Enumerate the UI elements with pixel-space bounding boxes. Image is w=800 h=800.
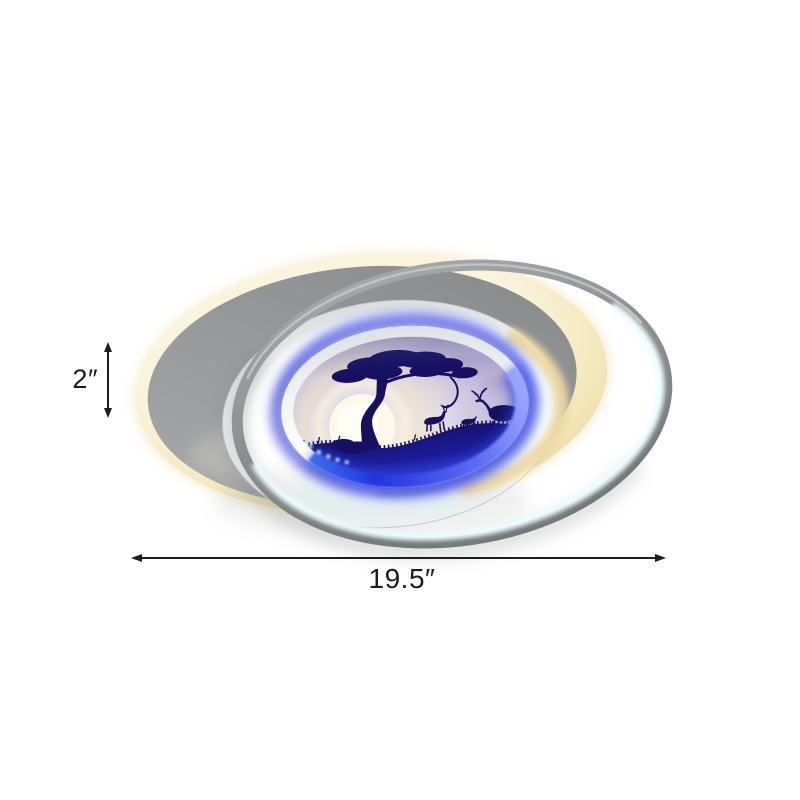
outer-ring <box>227 259 673 558</box>
width-arrowhead-left <box>131 554 142 562</box>
warm-crescent <box>281 307 569 501</box>
outer-ring-inner-glow <box>239 267 665 541</box>
height-dimension-arrow <box>104 342 112 418</box>
width-arrowhead-right <box>655 554 666 562</box>
height-arrowhead-top <box>104 342 112 352</box>
width-dimension-label: 19.5″ <box>368 563 436 594</box>
led-dots <box>308 444 349 465</box>
deer-fawn <box>461 416 478 430</box>
deer-medium <box>424 404 450 432</box>
outer-ring-highlight <box>235 263 668 543</box>
deer-silhouettes <box>424 387 521 432</box>
height-dimension-label: 2″ <box>72 364 98 394</box>
scene-disc <box>271 310 539 499</box>
blue-led-band <box>281 326 529 488</box>
height-arrowhead-bottom <box>104 408 112 418</box>
width-dimension-arrow <box>131 554 666 562</box>
